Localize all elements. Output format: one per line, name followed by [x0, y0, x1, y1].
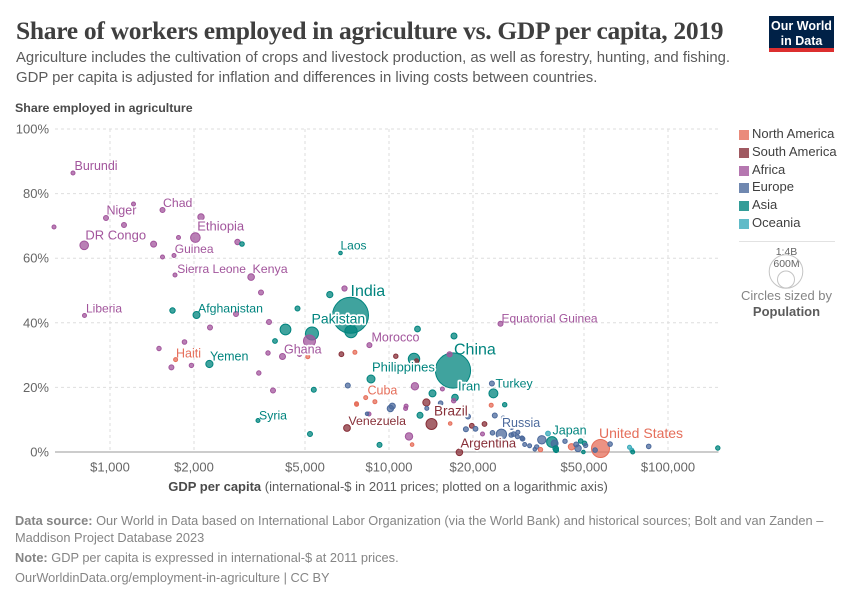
- svg-text:$10,000: $10,000: [366, 460, 413, 475]
- svg-text:Japan: Japan: [553, 424, 587, 438]
- svg-text:Argentina: Argentina: [461, 436, 517, 451]
- svg-text:Afghanistan: Afghanistan: [198, 302, 263, 316]
- svg-text:20%: 20%: [23, 380, 49, 395]
- svg-text:Yemen: Yemen: [210, 350, 249, 364]
- svg-text:India: India: [351, 283, 386, 300]
- svg-text:Equatorial Guinea: Equatorial Guinea: [502, 312, 598, 326]
- svg-text:Russia: Russia: [502, 416, 540, 430]
- svg-text:Syria: Syria: [259, 409, 287, 423]
- svg-text:80%: 80%: [23, 186, 49, 201]
- svg-text:Guinea: Guinea: [175, 242, 214, 256]
- svg-text:$50,000: $50,000: [561, 460, 608, 475]
- svg-text:Sierra Leone: Sierra Leone: [177, 262, 246, 276]
- svg-text:Chad: Chad: [163, 196, 193, 210]
- svg-text:Cuba: Cuba: [368, 384, 398, 398]
- svg-text:$1,000: $1,000: [90, 460, 130, 475]
- svg-text:Haiti: Haiti: [176, 347, 201, 361]
- svg-text:40%: 40%: [23, 315, 49, 330]
- svg-text:Burundi: Burundi: [75, 159, 118, 173]
- svg-text:United States: United States: [599, 425, 683, 441]
- svg-text:Ghana: Ghana: [284, 343, 322, 357]
- svg-text:$2,000: $2,000: [174, 460, 214, 475]
- svg-text:0%: 0%: [30, 445, 49, 460]
- svg-text:Iran: Iran: [458, 379, 480, 394]
- svg-text:$5,000: $5,000: [285, 460, 325, 475]
- svg-text:Liberia: Liberia: [86, 302, 122, 316]
- svg-text:GDP per capita (international-: GDP per capita (international-$ in 2011 …: [168, 479, 608, 494]
- svg-text:DR Congo: DR Congo: [85, 227, 146, 242]
- svg-text:$20,000: $20,000: [450, 460, 497, 475]
- svg-text:Venezuela: Venezuela: [349, 414, 407, 428]
- svg-text:60%: 60%: [23, 251, 49, 266]
- svg-text:$100,000: $100,000: [641, 460, 695, 475]
- svg-text:Niger: Niger: [107, 204, 137, 218]
- svg-text:Laos: Laos: [341, 239, 367, 253]
- svg-text:Kenya: Kenya: [253, 262, 288, 276]
- svg-text:Turkey: Turkey: [496, 377, 534, 391]
- svg-text:100%: 100%: [16, 122, 50, 137]
- svg-text:Philippines: Philippines: [372, 360, 435, 375]
- svg-text:China: China: [454, 342, 496, 359]
- svg-text:Ethiopia: Ethiopia: [197, 219, 245, 234]
- svg-text:Pakistan: Pakistan: [312, 311, 366, 327]
- svg-text:Morocco: Morocco: [372, 331, 420, 345]
- svg-text:Brazil: Brazil: [434, 404, 468, 419]
